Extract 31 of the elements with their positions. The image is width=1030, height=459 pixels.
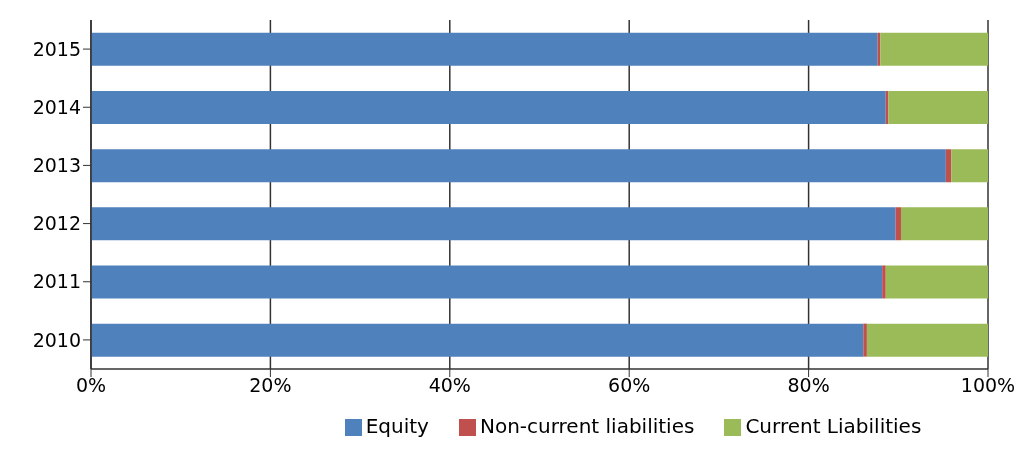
x-tick-label: 40%	[428, 374, 471, 397]
y-tick-label: 2012	[32, 212, 81, 235]
bar	[888, 90, 988, 124]
legend-label: Non-current liabilities	[479, 414, 695, 438]
bar	[91, 90, 886, 124]
bar	[866, 323, 988, 357]
bar	[945, 149, 952, 183]
bar	[91, 32, 878, 66]
bar	[882, 265, 886, 299]
bar	[91, 323, 864, 357]
y-tick-label: 2014	[32, 96, 81, 118]
bar	[880, 32, 988, 66]
bar	[885, 265, 988, 299]
x-tick-label: 60%	[608, 374, 651, 397]
bar	[91, 149, 946, 183]
x-tick-label: 100%	[960, 374, 1016, 397]
x-tick-label: 0%	[75, 374, 107, 397]
bar	[951, 149, 988, 183]
y-tick-label: 2010	[32, 328, 81, 351]
x-tick-label: 20%	[249, 374, 292, 397]
bar	[900, 207, 988, 241]
legend-label: Current Liabilities	[745, 414, 922, 438]
legend-label: Equity	[365, 414, 429, 438]
y-tick-label: 2015	[32, 37, 81, 60]
bar	[863, 323, 867, 357]
bar	[895, 207, 901, 241]
y-tick-label: 2011	[32, 270, 81, 293]
x-tick-label: 80%	[787, 374, 830, 397]
y-tick-label: 2013	[32, 154, 81, 177]
bar	[91, 265, 883, 299]
bar	[91, 207, 896, 241]
